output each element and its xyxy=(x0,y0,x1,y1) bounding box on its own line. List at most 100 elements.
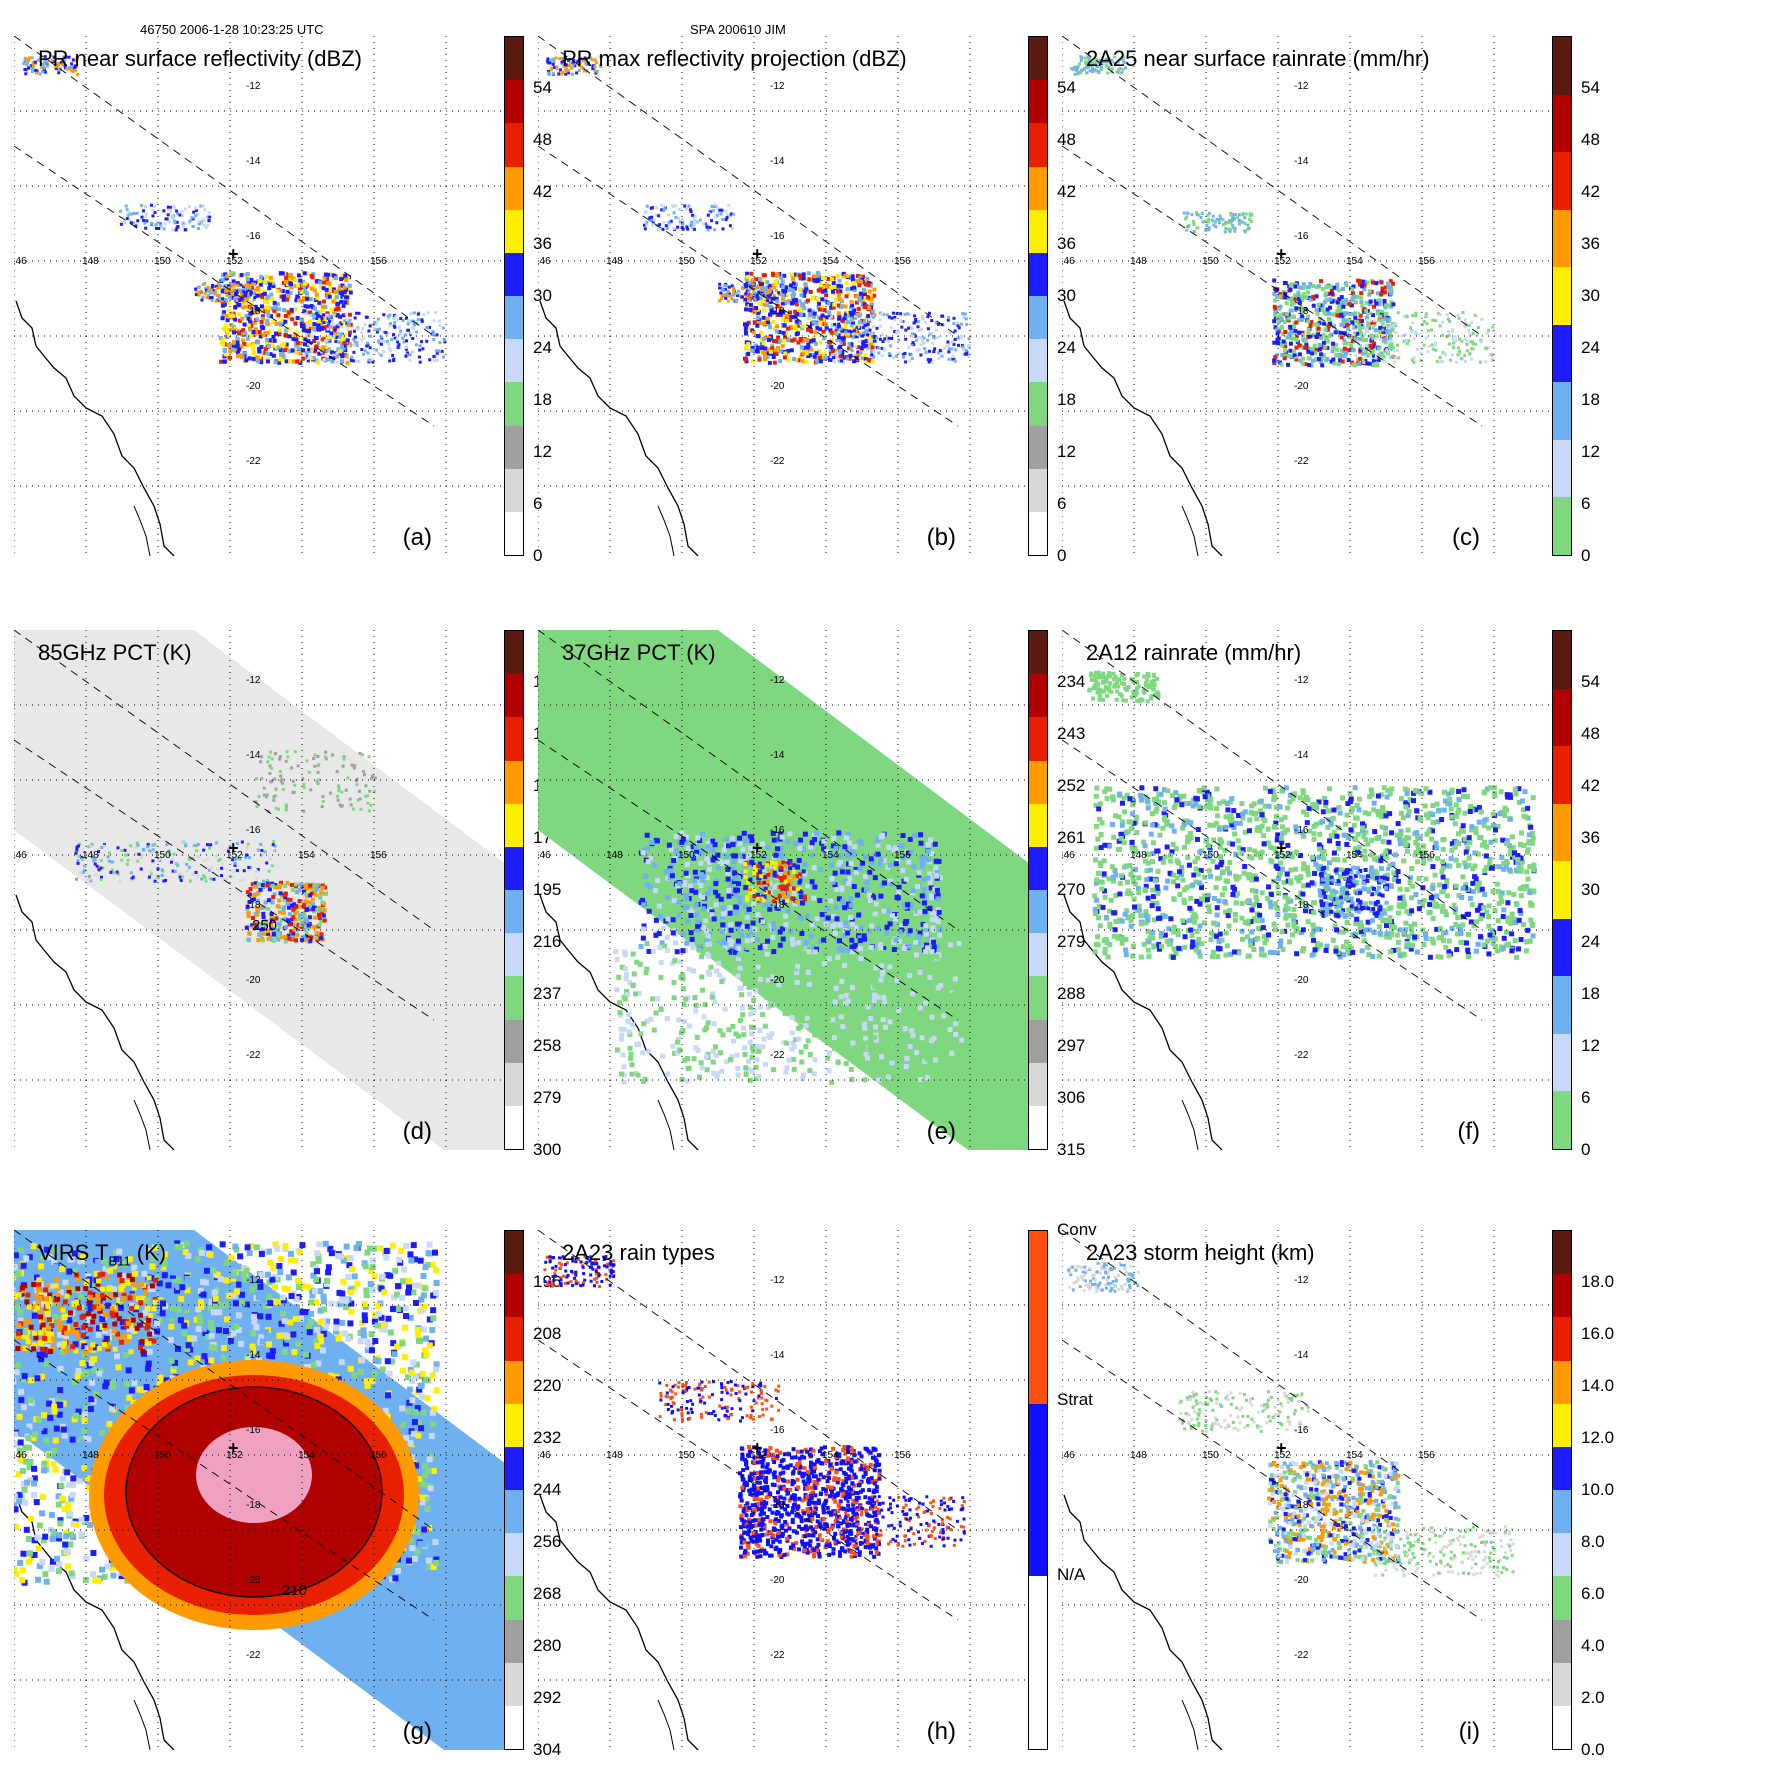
colorbar-tick-label: 304 xyxy=(533,1740,562,1759)
colorbar-segment xyxy=(1553,382,1571,442)
colorbar-segment xyxy=(505,1576,523,1622)
lat-tick-label: -12 xyxy=(770,1275,785,1286)
map-plot: +146 148 150 152 154 156 -12 -14 -16 -18 -20 -22 xyxy=(1062,1230,1552,1750)
colorbar-tick-label: 292 xyxy=(533,1688,562,1707)
panel-title-text: VIRS T xyxy=(38,1240,109,1265)
colorbar-segment xyxy=(505,1705,523,1749)
colorbar-tick-label: 220 xyxy=(533,1376,562,1395)
lat-tick-label: -14 xyxy=(246,750,261,761)
coastline xyxy=(539,894,699,1150)
lon-tick-label: 146 xyxy=(1062,256,1075,267)
lat-tick-label: -22 xyxy=(770,456,785,467)
lon-tick-label: 148 xyxy=(82,850,99,861)
colorbar-tick-label: 18 xyxy=(1581,390,1600,409)
lat-tick-label: -18 xyxy=(246,1500,261,1511)
panel-letter: (a) xyxy=(402,524,432,551)
colorbar-segment xyxy=(1553,1446,1571,1492)
colorbar-tick-label: Strat xyxy=(1057,1390,1093,1409)
colorbar-tick-label: 30 xyxy=(1581,286,1600,305)
panel-title-subscript: B11 xyxy=(108,1253,131,1269)
lon-tick-label: 146 xyxy=(538,850,551,861)
colorbar-tick-label: 0 xyxy=(1581,1140,1591,1159)
header-storm-id: SPA 200610 JIM xyxy=(690,22,786,37)
colorbar-tick-label: 258 xyxy=(533,1036,562,1055)
lon-tick-label: 146 xyxy=(1062,850,1075,861)
colorbar-segment xyxy=(1553,1091,1571,1149)
lat-tick-label: -12 xyxy=(770,81,785,92)
lat-tick-label: -14 xyxy=(1294,1350,1309,1361)
colorbar-segment xyxy=(505,803,523,849)
colorbar-segment xyxy=(1029,468,1047,514)
colorbar-segment xyxy=(505,674,523,719)
colorbar-segment xyxy=(505,717,523,763)
map-plot: +146 148 150 152 154 156 -12 -14 -16 -18 -20 -22 xyxy=(1062,36,1552,556)
colorbar-tick-label: N/A xyxy=(1057,1565,1086,1584)
colorbar-segment xyxy=(1553,631,1571,691)
colorbar-tick-label: 6 xyxy=(1581,1088,1591,1107)
lat-tick-label: -18 xyxy=(246,900,261,911)
lon-tick-label: 156 xyxy=(370,1450,387,1461)
colorbar-tick-label: 6.0 xyxy=(1581,1584,1605,1603)
colorbar-segment xyxy=(1029,1231,1047,1406)
colorbar-tick-label: 288 xyxy=(1057,984,1086,1003)
lon-tick-label: 150 xyxy=(154,256,171,267)
colorbar-tick-label: 16.0 xyxy=(1581,1324,1615,1343)
coastline xyxy=(15,894,175,1150)
colorbar-segment xyxy=(1029,339,1047,384)
colorbar-segment xyxy=(1553,918,1571,978)
colorbar-segment xyxy=(505,890,523,935)
colorbar-tick-label: 0 xyxy=(1581,546,1591,565)
panel-title-text: 37GHz PCT (K) xyxy=(562,640,716,665)
panel-letter: (c) xyxy=(1452,524,1480,551)
colorbar-tick-label: 36 xyxy=(1581,234,1600,253)
colorbar-segment xyxy=(505,1019,523,1065)
colorbar-tick-label: 261 xyxy=(1057,828,1086,847)
panel-letter: (b) xyxy=(926,524,956,551)
storm-center-marker: + xyxy=(1276,1438,1287,1458)
lat-tick-label: -20 xyxy=(770,975,785,986)
panel-c: +146 148 150 152 154 156 -12 -14 -16 -18 -20 -22 2A2… xyxy=(1048,36,1600,576)
panel-letter: (h) xyxy=(926,1718,956,1745)
colorbar-tick-label: 30 xyxy=(1581,880,1600,899)
lon-tick-label: 154 xyxy=(298,256,315,267)
panel-d: 250 +146 148 150 152 154 156 -12 -14 -16 -18 -20 -22… xyxy=(0,630,561,1170)
panel-h: +146 148 150 152 154 156 -12 -14 -16 -18 -20 -22 2A2… xyxy=(524,1220,1097,1770)
lon-tick-label: 154 xyxy=(822,1450,839,1461)
lon-tick-label: 146 xyxy=(538,256,551,267)
lon-tick-label: 154 xyxy=(822,256,839,267)
colorbar-tick-label: 36 xyxy=(1057,234,1076,253)
panel-g: 210 +146 148 150 152 154 156 -12 -14 -16 -18 -20 -22… xyxy=(0,1230,561,1770)
colorbar-segment xyxy=(505,1403,523,1449)
lat-tick-label: -20 xyxy=(770,381,785,392)
colorbar-tick-label: 237 xyxy=(533,984,562,1003)
lat-tick-label: -18 xyxy=(770,306,785,317)
lon-tick-label: 154 xyxy=(822,850,839,861)
lat-tick-label: -12 xyxy=(1294,1275,1309,1286)
lat-tick-label: -14 xyxy=(770,1350,785,1361)
colorbar-tick-label: 8.0 xyxy=(1581,1532,1605,1551)
colorbar-segment xyxy=(1029,631,1047,676)
panel-title-text: PR near surface reflectivity (dBZ) xyxy=(38,46,362,71)
colorbar-tick-label: 234 xyxy=(1057,672,1086,691)
colorbar-segment xyxy=(1029,760,1047,806)
lat-lon-grid: 146 148 150 152 154 156 -12 -14 -16 -18 -20 -22 xyxy=(538,630,1028,1150)
colorbar-tick-label: 268 xyxy=(533,1584,562,1603)
colorbar-segment xyxy=(1553,152,1571,212)
colorbar-tick-label: 24 xyxy=(1581,932,1600,951)
map-plot: 250 +146 148 150 152 154 156 -12 -14 -16 -18 -20 -22 xyxy=(14,630,504,1150)
colorbar-tick-label: 54 xyxy=(533,78,552,97)
storm-core xyxy=(196,1427,312,1523)
lat-tick-label: -12 xyxy=(1294,81,1309,92)
panel-title: 2A12 rainrate (mm/hr) xyxy=(1086,640,1301,666)
panel-letter: (f) xyxy=(1457,1118,1480,1145)
map-plot: +146 148 150 152 154 156 -12 -14 -16 -18 -20 -22 xyxy=(538,36,1028,556)
lat-tick-label: -22 xyxy=(246,1050,261,1061)
colorbar-tick-label: 2.0 xyxy=(1581,1688,1605,1707)
colorbar-segment xyxy=(505,1446,523,1492)
panel-title: 85GHz PCT (K) xyxy=(38,640,192,666)
lon-tick-label: 154 xyxy=(298,850,315,861)
colorbar-segment xyxy=(1553,803,1571,863)
lat-tick-label: -20 xyxy=(1294,381,1309,392)
colorbar-segment xyxy=(1553,1360,1571,1406)
storm-center-marker: + xyxy=(752,838,763,858)
